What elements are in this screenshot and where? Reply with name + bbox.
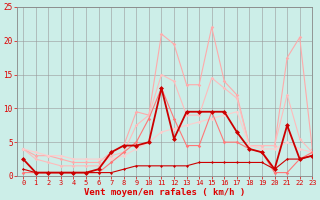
X-axis label: Vent moyen/en rafales ( km/h ): Vent moyen/en rafales ( km/h ) — [84, 188, 245, 197]
